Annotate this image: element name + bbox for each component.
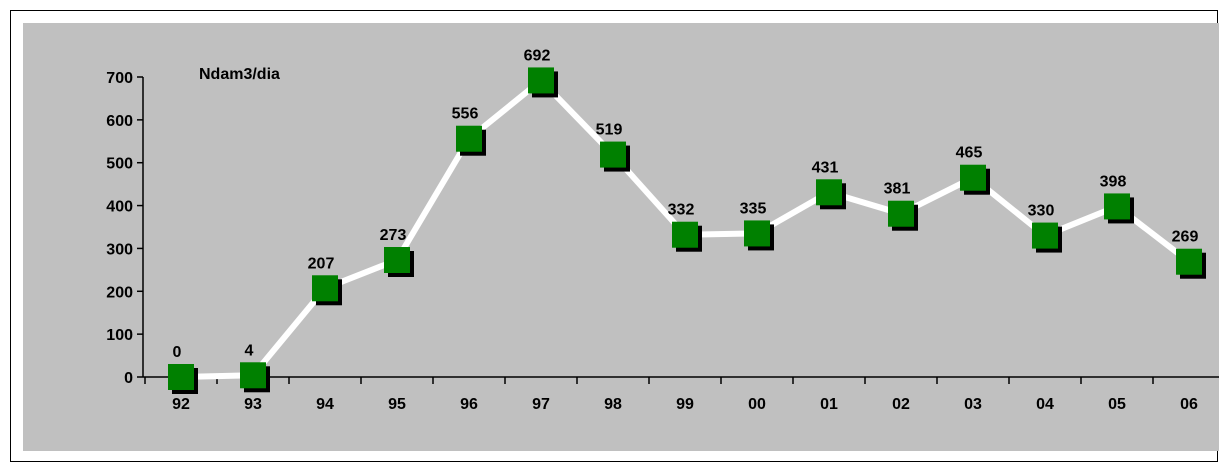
x-tick-label: 95 <box>388 396 406 413</box>
data-label: 0 <box>173 344 182 361</box>
data-point <box>1032 222 1062 253</box>
data-label: 335 <box>740 200 767 217</box>
data-point <box>960 164 990 195</box>
x-tick-label: 00 <box>748 396 766 413</box>
marker <box>1104 193 1130 220</box>
y-tick-label: 100 <box>106 327 133 344</box>
data-label: 556 <box>452 106 479 123</box>
data-label: 398 <box>1100 173 1127 190</box>
y-tick-label: 400 <box>106 199 133 216</box>
data-point <box>456 125 486 156</box>
data-point <box>528 67 558 98</box>
marker <box>816 179 842 206</box>
marker <box>168 364 194 390</box>
marker <box>1032 222 1058 249</box>
data-point <box>1104 193 1134 224</box>
data-point <box>744 220 774 251</box>
x-tick-label: 03 <box>964 396 982 413</box>
marker <box>1176 248 1202 275</box>
y-tick-label: 200 <box>106 284 133 301</box>
data-point <box>816 179 846 210</box>
data-point <box>600 141 630 172</box>
y-tick-label: 0 <box>124 370 133 387</box>
marker <box>960 164 986 191</box>
data-label: 269 <box>1172 229 1199 246</box>
marker <box>528 67 554 94</box>
markers-group <box>168 67 1206 394</box>
x-tick-label: 99 <box>676 396 694 413</box>
x-tick-label: 04 <box>1036 396 1054 413</box>
y-tick-label: 500 <box>106 156 133 173</box>
chart-frame: Ndam3/dia 0 4 207 273 556 692 519 332 335 431 381 4… <box>10 10 1219 462</box>
marker <box>240 362 266 389</box>
axes <box>137 76 1219 384</box>
x-tick-label: 98 <box>604 396 622 413</box>
unit-label: Ndam3/dia <box>199 66 280 83</box>
marker <box>312 275 338 302</box>
marker <box>744 220 770 247</box>
x-tick-label: 92 <box>172 396 190 413</box>
data-point <box>384 247 414 277</box>
y-tick-label: 700 <box>106 70 133 87</box>
data-point <box>888 200 918 231</box>
marker <box>600 141 626 168</box>
data-label: 207 <box>308 255 335 272</box>
data-label: 4 <box>245 342 254 359</box>
data-point <box>672 221 702 252</box>
x-tick-label: 96 <box>460 396 478 413</box>
marker <box>888 200 914 227</box>
marker <box>672 221 698 248</box>
x-tick-label: 97 <box>532 396 550 413</box>
x-tick-label: 94 <box>316 396 334 413</box>
data-label: 465 <box>956 145 983 162</box>
marker <box>456 125 482 152</box>
data-label: 381 <box>884 181 911 198</box>
data-label: 273 <box>380 227 407 244</box>
data-labels-group: 0 4 207 273 556 692 519 332 335 431 381 465 330 398 26… <box>173 47 1199 361</box>
data-point <box>312 275 342 306</box>
data-label: 692 <box>524 47 551 64</box>
y-tick-label: 600 <box>106 113 133 130</box>
plot-area-background <box>23 23 1219 451</box>
data-point <box>168 364 198 394</box>
data-label: 519 <box>596 122 623 139</box>
x-tick-label: 06 <box>1180 396 1198 413</box>
x-tick-label: 05 <box>1108 396 1126 413</box>
x-tick-label: 01 <box>820 396 838 413</box>
data-point <box>240 362 270 393</box>
x-tick-label: 02 <box>892 396 910 413</box>
x-tick-label: 93 <box>244 396 262 413</box>
data-label: 330 <box>1028 203 1055 220</box>
marker <box>384 247 410 273</box>
y-tick-label: 300 <box>106 241 133 258</box>
data-label: 431 <box>812 159 839 176</box>
data-point <box>1176 248 1206 279</box>
data-label: 332 <box>668 202 695 219</box>
